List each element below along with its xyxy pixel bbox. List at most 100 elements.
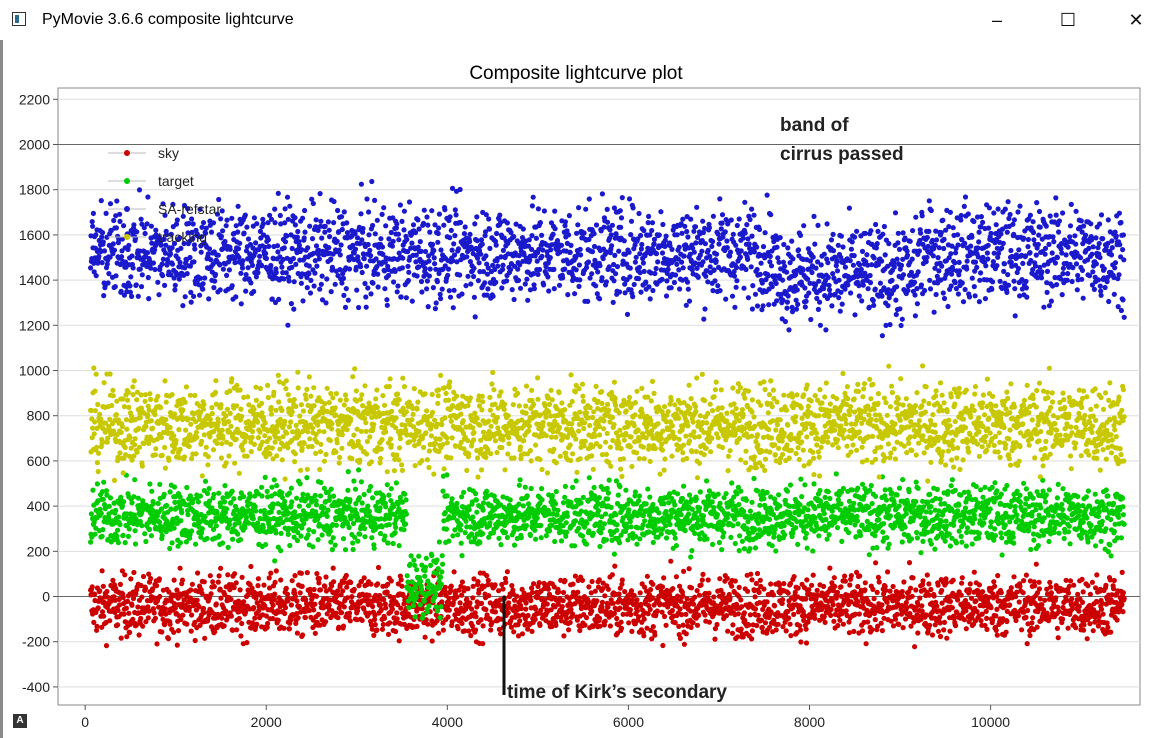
data-point: [831, 575, 837, 581]
data-point: [440, 488, 446, 494]
data-point: [195, 499, 201, 505]
data-point: [976, 582, 983, 588]
data-point: [544, 601, 550, 607]
data-point: [1081, 622, 1087, 628]
data-point: [694, 588, 700, 594]
data-point: [956, 528, 962, 534]
data-point: [572, 573, 579, 579]
data-point: [345, 487, 351, 493]
data-point: [143, 538, 149, 545]
data-point: [358, 479, 364, 485]
data-point: [150, 606, 156, 612]
data-point: [755, 612, 761, 618]
data-point: [273, 530, 279, 536]
data-point: [650, 624, 656, 630]
data-point: [199, 526, 205, 532]
data-point: [627, 518, 633, 525]
data-point: [686, 492, 693, 498]
data-point: [384, 589, 390, 595]
data-point: [1025, 607, 1031, 614]
data-point: [120, 532, 126, 538]
data-point: [91, 619, 97, 626]
data-point: [270, 602, 276, 608]
data-point: [263, 542, 269, 548]
data-point: [945, 488, 951, 494]
data-point: [933, 495, 939, 502]
data-point: [297, 481, 303, 487]
data-point: [297, 590, 303, 596]
data-point: [239, 574, 245, 580]
data-point: [967, 581, 973, 587]
data-point: [381, 615, 388, 621]
data-point: [302, 614, 308, 621]
data-point: [298, 533, 304, 539]
data-point: [475, 579, 481, 585]
data-point: [679, 495, 686, 502]
data-point: [393, 628, 399, 635]
data-point: [725, 628, 731, 634]
data-point: [154, 583, 160, 589]
data-point: [1027, 632, 1033, 639]
data-point: [121, 611, 127, 617]
data-point: [671, 531, 678, 537]
data-point: [619, 577, 625, 583]
data-point: [538, 522, 544, 529]
data-point: [1020, 590, 1026, 596]
data-point: [434, 608, 440, 614]
data-point: [832, 583, 838, 590]
data-point: [721, 530, 727, 536]
maximize-button[interactable]: ☐: [1059, 9, 1077, 30]
data-point: [208, 591, 214, 597]
data-point: [644, 573, 651, 579]
data-point: [840, 621, 847, 627]
data-point: [583, 615, 590, 621]
data-point: [470, 514, 476, 520]
data-point: [237, 587, 243, 593]
data-point: [228, 613, 234, 619]
data-point: [976, 535, 982, 541]
data-point: [928, 586, 934, 593]
data-point: [171, 484, 178, 490]
data-point: [402, 491, 408, 497]
minimize-button[interactable]: –: [991, 9, 1002, 30]
app-window-icon[interactable]: [12, 12, 26, 26]
data-point: [351, 478, 357, 484]
data-point: [285, 531, 291, 538]
data-point: [443, 526, 450, 532]
data-point: [869, 500, 875, 507]
data-point: [152, 615, 158, 621]
data-point: [444, 472, 450, 478]
data-point: [973, 483, 979, 490]
data-point: [915, 630, 921, 636]
y-tick-label: -200: [22, 634, 50, 650]
data-point: [279, 490, 285, 496]
data-point: [1030, 615, 1036, 621]
data-point: [602, 618, 608, 624]
data-point: [628, 524, 634, 530]
data-point: [449, 496, 455, 502]
data-point: [585, 599, 592, 605]
data-point: [1010, 534, 1016, 540]
data-point: [885, 569, 891, 575]
data-point: [249, 585, 255, 591]
close-button[interactable]: ✕: [1128, 9, 1144, 30]
data-point: [984, 615, 990, 622]
data-point: [830, 602, 836, 608]
data-point: [594, 598, 600, 604]
data-point: [909, 593, 915, 599]
data-point: [702, 612, 708, 618]
data-point: [221, 623, 227, 629]
data-point: [1111, 577, 1117, 584]
data-point: [704, 478, 710, 484]
data-point: [980, 589, 986, 595]
data-point: [1021, 578, 1027, 584]
data-point: [949, 605, 956, 611]
data-point: [749, 499, 755, 505]
data-point: [282, 610, 288, 617]
data-point: [768, 581, 774, 587]
data-point: [926, 592, 932, 598]
data-point: [673, 543, 680, 549]
data-point: [738, 488, 744, 494]
data-point: [606, 477, 612, 483]
